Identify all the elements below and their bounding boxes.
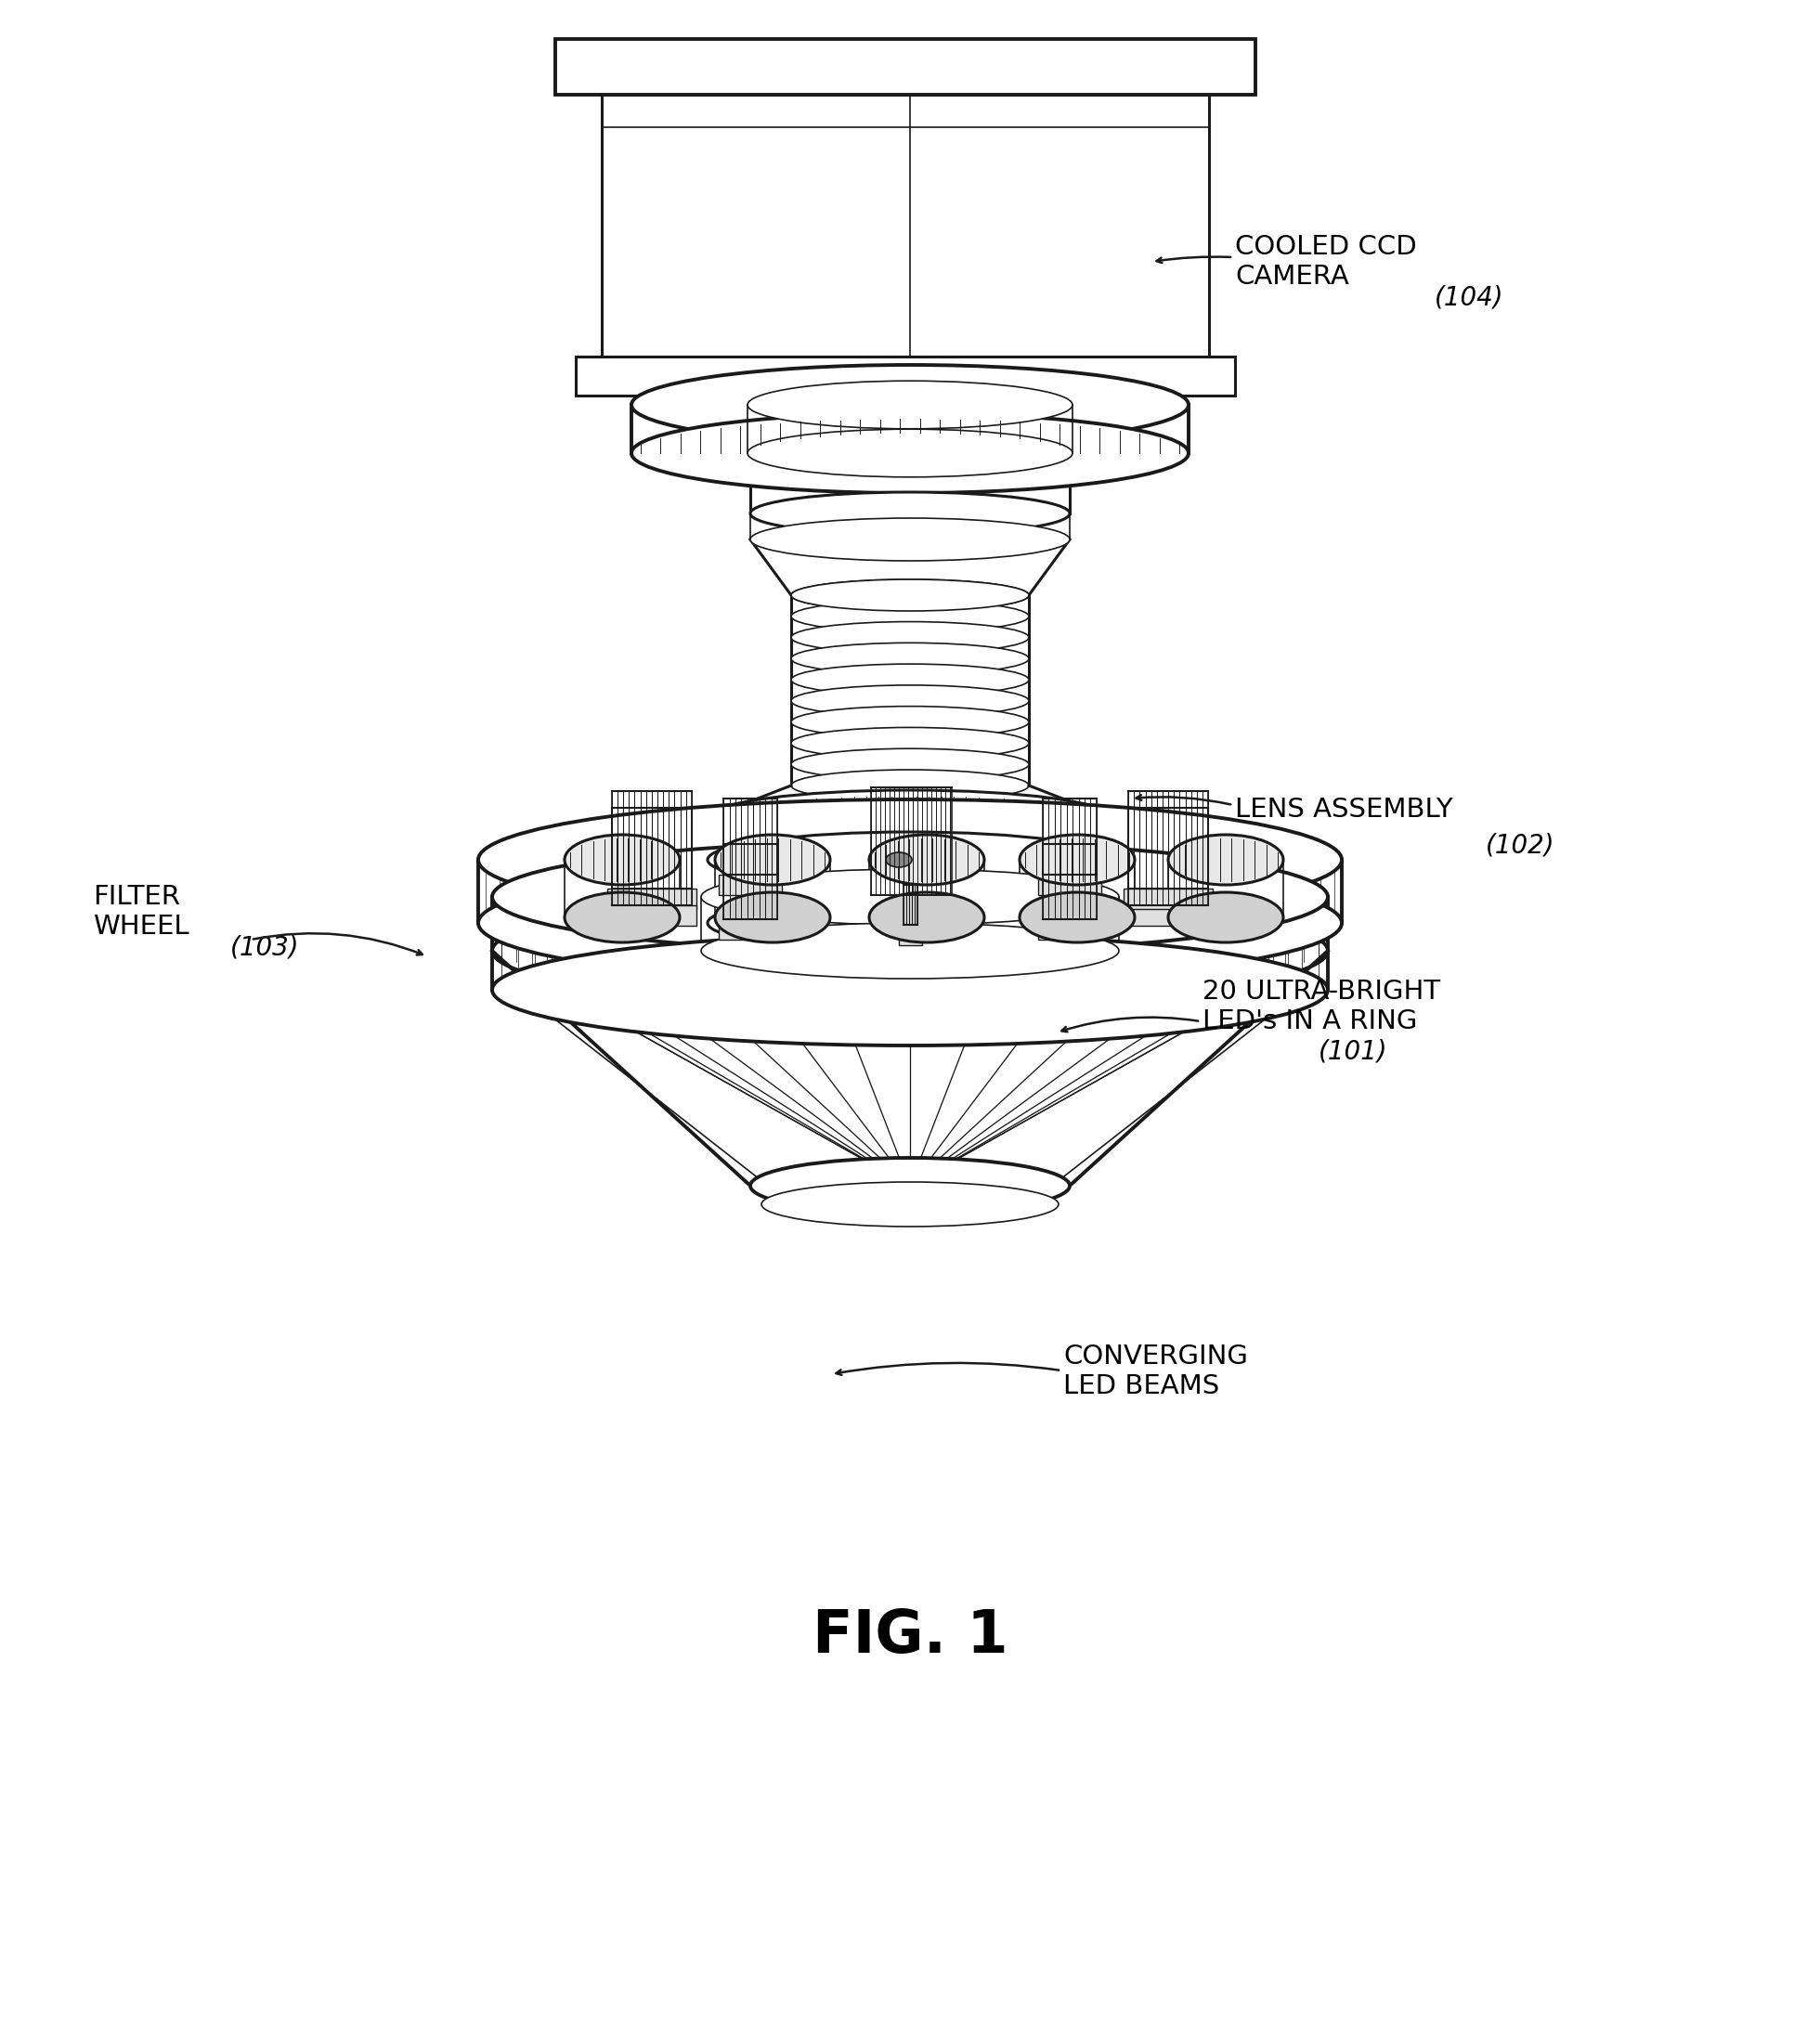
Text: 20 ULTRA-BRIGHT
LED's IN A RING: 20 ULTRA-BRIGHT LED's IN A RING — [1203, 979, 1440, 1035]
Ellipse shape — [491, 841, 1329, 952]
Text: (103): (103) — [231, 934, 300, 960]
Ellipse shape — [701, 869, 1119, 924]
Ellipse shape — [715, 835, 830, 885]
Ellipse shape — [1168, 835, 1283, 885]
Bar — [608, 887, 697, 910]
Text: (104): (104) — [1434, 284, 1503, 310]
Ellipse shape — [792, 770, 1028, 802]
Ellipse shape — [715, 891, 830, 942]
Text: LENS ASSEMBLY: LENS ASSEMBLY — [1236, 796, 1452, 823]
Bar — [719, 920, 783, 940]
Ellipse shape — [491, 934, 1329, 1045]
Ellipse shape — [1019, 891, 1134, 942]
Ellipse shape — [792, 665, 1028, 695]
Ellipse shape — [708, 790, 1112, 847]
Ellipse shape — [792, 685, 1028, 717]
Ellipse shape — [1168, 891, 1283, 942]
Ellipse shape — [479, 863, 1341, 983]
Text: (101): (101) — [1318, 1037, 1389, 1064]
Ellipse shape — [792, 622, 1028, 652]
Ellipse shape — [750, 492, 1070, 535]
Ellipse shape — [750, 1157, 1070, 1214]
Ellipse shape — [491, 895, 1329, 1007]
Ellipse shape — [479, 800, 1341, 920]
Ellipse shape — [632, 365, 1188, 446]
Ellipse shape — [750, 519, 1070, 561]
Bar — [719, 875, 783, 895]
Text: CONVERGING
LED BEAMS: CONVERGING LED BEAMS — [1063, 1343, 1249, 1400]
Ellipse shape — [886, 853, 912, 867]
Ellipse shape — [632, 413, 1188, 492]
Ellipse shape — [708, 808, 1112, 865]
Text: (102): (102) — [1485, 833, 1554, 857]
Ellipse shape — [748, 430, 1072, 476]
Ellipse shape — [870, 891, 985, 942]
Ellipse shape — [792, 707, 1028, 737]
Bar — [602, 95, 1208, 357]
Ellipse shape — [564, 835, 679, 885]
Ellipse shape — [761, 1181, 1059, 1226]
Ellipse shape — [870, 835, 985, 885]
Ellipse shape — [701, 924, 1119, 979]
Text: FIG. 1: FIG. 1 — [812, 1607, 1008, 1665]
Ellipse shape — [750, 432, 1070, 474]
Bar — [1037, 920, 1101, 940]
Bar — [575, 357, 1236, 395]
Ellipse shape — [792, 642, 1028, 675]
Bar — [555, 38, 1256, 95]
Ellipse shape — [564, 891, 679, 942]
Ellipse shape — [708, 833, 1112, 887]
Text: COOLED CCD
CAMERA: COOLED CCD CAMERA — [1236, 233, 1416, 290]
Ellipse shape — [792, 600, 1028, 632]
Bar — [750, 513, 1070, 539]
Ellipse shape — [1019, 835, 1134, 885]
Text: FILTER
WHEEL: FILTER WHEEL — [93, 883, 189, 940]
Bar — [1123, 906, 1212, 926]
Ellipse shape — [792, 579, 1028, 612]
Ellipse shape — [792, 748, 1028, 780]
Ellipse shape — [748, 381, 1072, 430]
Ellipse shape — [708, 895, 1112, 950]
Bar — [899, 924, 921, 946]
Bar — [1123, 887, 1212, 910]
Bar — [608, 906, 697, 926]
Ellipse shape — [792, 579, 1028, 612]
Ellipse shape — [792, 727, 1028, 760]
Bar — [1037, 875, 1101, 895]
